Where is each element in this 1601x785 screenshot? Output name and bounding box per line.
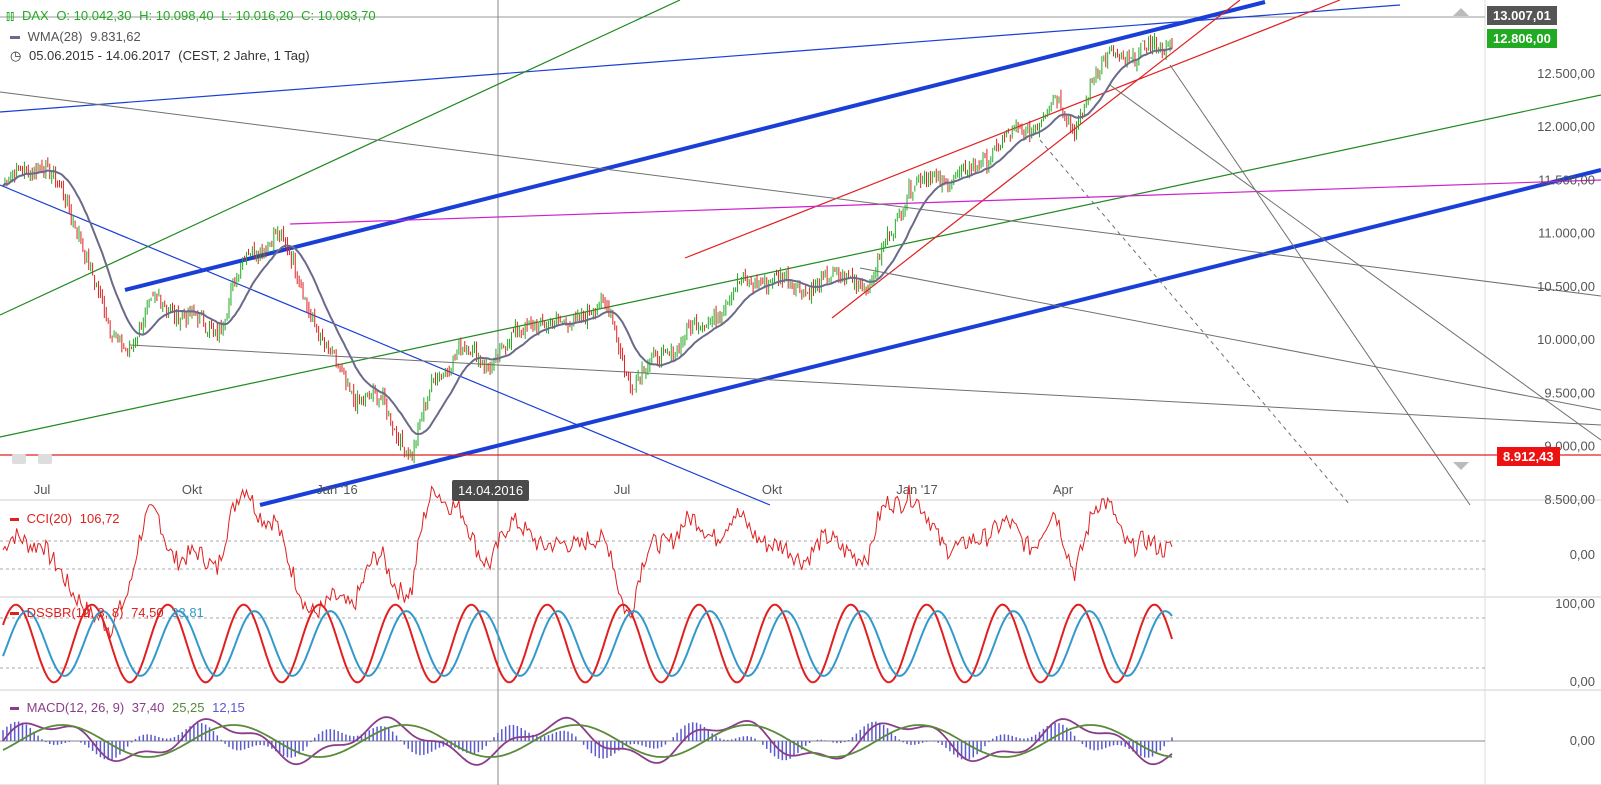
y-tick-label: 12.000,00: [1537, 119, 1595, 134]
close-value: C: 10.093,70: [301, 8, 376, 23]
dssbr-swatch-icon: [10, 612, 19, 616]
dssbr-value-red: 74,50: [131, 605, 164, 620]
x-tick-label: Apr: [1053, 482, 1074, 497]
price-axis: 12.500,00 12.000,00 11.500,00 11.000,00 10.5…: [1537, 66, 1595, 507]
panel-button-2-icon[interactable]: [38, 454, 52, 464]
gray-line-2: [129, 344, 1601, 426]
clock-icon: ◷: [10, 48, 22, 63]
open-value: O: 10.042,30: [56, 8, 132, 23]
price-tag-lower: 8.912,43: [1497, 447, 1560, 466]
macd-line: [2, 716, 1173, 766]
channel-upper-line: [124, 0, 1266, 292]
macd-hist-value: 12,15: [212, 700, 245, 715]
main-legend: ⫾⫾ DAX O: 10.042,30 H: 10.098,40 L: 10.0…: [6, 8, 380, 24]
y-tick-label: 11.000,00: [1538, 226, 1595, 241]
wma-series: [2, 47, 1173, 436]
dss-y-tick-low: 0,00: [1570, 674, 1595, 689]
wma-label[interactable]: WMA(28): [27, 29, 83, 44]
y-tick-label: 12.500,00: [1537, 66, 1595, 81]
wma-value: 9.831,62: [90, 29, 141, 44]
dssbr-value-blue: 33,81: [171, 605, 204, 620]
scroll-up-icon[interactable]: [1453, 8, 1469, 16]
dssbr-label[interactable]: DSSBR(12, 3, 8): [26, 605, 124, 620]
cci-line: [2, 484, 1173, 640]
cci-value: 106,72: [79, 511, 120, 526]
price-tag-last: 12.806,00: [1487, 29, 1557, 48]
macd-y-tick: 0,00: [1570, 733, 1595, 748]
high-value: H: 10.098,40: [139, 8, 214, 23]
wma-legend: WMA(28) 9.831,62: [10, 29, 145, 44]
period-range: 05.06.2015 - 14.06.2017: [28, 48, 171, 63]
wma-line: [2, 47, 1173, 436]
macd-swatch-icon: [10, 707, 19, 711]
x-tick-label: Okt: [182, 482, 203, 497]
scroll-down-icon[interactable]: [1453, 462, 1469, 470]
gray-line-4: [1109, 84, 1601, 441]
cci-panel: 0,00: [0, 484, 1595, 640]
period-info: (CEST, 2 Jahre, 1 Tag): [178, 48, 310, 63]
macd-panel: 0,00: [0, 716, 1595, 766]
dashed-gray-line: [1039, 139, 1351, 506]
dssbr-blue-line: [2, 610, 1173, 677]
gray-line-1: [0, 91, 1601, 297]
trendlines: [0, 0, 1601, 507]
x-tick-label: Jan '17: [896, 482, 938, 497]
gray-line-5: [1169, 64, 1471, 506]
dssbr-legend: DSSBR(12, 3, 8) 74,50 33,81: [10, 605, 208, 620]
steep-red-line: [831, 0, 1241, 319]
y-tick-label: 11.500,00: [1538, 172, 1595, 187]
low-value: L: 10.016,20: [221, 8, 294, 23]
macd-signal-line: [2, 724, 1173, 758]
period-legend: ◷ 05.06.2015 - 14.06.2017 (CEST, 2 Jahre…: [10, 48, 314, 64]
gray-line-3: [859, 267, 1601, 411]
magenta-line: [289, 179, 1601, 225]
cci-label[interactable]: CCI(20): [26, 511, 73, 526]
macd-signal-value: 25,25: [171, 700, 205, 715]
price-tag-upper: 13.007,01: [1487, 6, 1557, 25]
y-tick-label: 9.500,00: [1544, 385, 1595, 400]
long-green-line: [0, 94, 1601, 438]
y-tick-label: 8.500,00: [1544, 492, 1595, 507]
macd-value: 37,40: [131, 700, 165, 715]
x-tick-label: Jan '16: [316, 482, 358, 497]
cci-y-tick: 0,00: [1570, 547, 1595, 562]
cci-swatch-icon: [10, 518, 19, 522]
x-tick-label: Jul: [34, 482, 51, 497]
candles-icon: ⫾⫾: [6, 8, 15, 23]
panel-button-1-icon[interactable]: [12, 454, 26, 464]
y-tick-label: 10.500,00: [1537, 279, 1595, 294]
descending-blue-line: [0, 184, 771, 506]
dssbr-red-line: [2, 603, 1173, 684]
x-tick-label: Okt: [762, 482, 783, 497]
steep-green-line: [0, 0, 681, 316]
dssbr-panel: 100,00 0,00: [0, 596, 1595, 689]
wma-swatch-icon: [10, 36, 20, 40]
macd-legend: MACD(12, 26, 9) 37,40 25,25 12,15: [10, 700, 249, 715]
crosshair-date-label: 14.04.2016: [452, 480, 530, 501]
x-tick-label: Jul: [614, 482, 631, 497]
upper-blue-line: [0, 4, 1401, 113]
cci-legend: CCI(20) 106,72: [10, 511, 124, 526]
symbol-label[interactable]: DAX: [21, 8, 49, 23]
dss-y-tick-high: 100,00: [1555, 596, 1595, 611]
macd-label[interactable]: MACD(12, 26, 9): [26, 700, 125, 715]
channel-lower-line: [259, 168, 1601, 507]
y-tick-label: 10.000,00: [1537, 332, 1595, 347]
